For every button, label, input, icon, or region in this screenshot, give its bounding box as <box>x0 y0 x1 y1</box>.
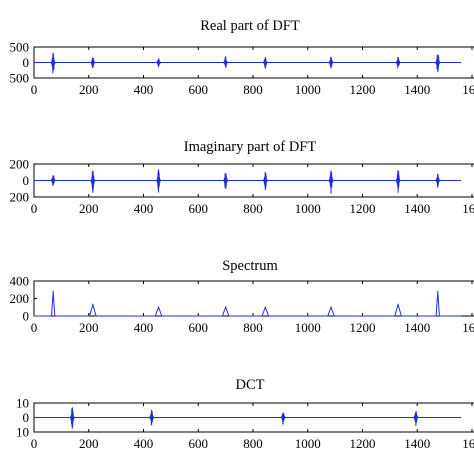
x-tick-label: 800 <box>243 201 263 216</box>
spectrum-peak <box>157 306 160 308</box>
x-tick-label: 1000 <box>295 436 321 451</box>
signal-burst <box>395 57 401 69</box>
signal-burst <box>328 56 334 69</box>
y-tick-label: 200 <box>10 291 30 306</box>
spectrum-peak <box>330 306 332 308</box>
chart-title-4: DCT <box>236 377 265 393</box>
x-tick-label: 200 <box>79 436 99 451</box>
x-tick-label: 1200 <box>350 436 376 451</box>
x-tick-label: 1400 <box>404 320 430 335</box>
y-tick-label: 0 <box>23 55 30 70</box>
x-tick-label: 1200 <box>350 201 376 216</box>
signal-burst <box>50 52 56 74</box>
spectrum-peak <box>437 290 439 293</box>
y-tick-label: 0 <box>23 173 30 188</box>
spectrum-peak <box>264 306 266 308</box>
x-tick-label: 400 <box>134 436 154 451</box>
x-tick-label: 400 <box>134 82 154 97</box>
x-tick-label: 600 <box>189 436 209 451</box>
x-tick-label: 160 <box>462 320 474 335</box>
x-tick-label: 160 <box>462 82 474 97</box>
signal-burst <box>50 175 56 186</box>
chart-title-3: Spectrum <box>222 258 278 274</box>
signal-burst <box>280 412 286 425</box>
signal-burst <box>435 54 441 73</box>
signal-burst <box>155 169 162 193</box>
x-tick-label: 600 <box>189 201 209 216</box>
x-tick-label: 400 <box>134 320 154 335</box>
y-tick-label: 500 <box>10 40 30 55</box>
x-tick-label: 1000 <box>295 82 321 97</box>
spectrum-peak <box>52 290 54 293</box>
chart-panel-1: Real part of DFT 0 200 400 600 800 1000 1200 140… <box>10 18 474 97</box>
y-tick-label: 200 <box>10 157 30 172</box>
x-tick-label: 800 <box>243 320 263 335</box>
x-tick-label: 0 <box>31 320 38 335</box>
chart-panel-4: DCT020040060080010001200140016010010 <box>16 377 474 451</box>
x-tick-label: 1200 <box>350 320 376 335</box>
spectrum-line <box>34 291 462 317</box>
spectrum-peak <box>225 306 227 308</box>
x-tick-label: 600 <box>189 82 209 97</box>
signal-burst <box>328 170 334 194</box>
x-tick-label: 200 <box>79 320 99 335</box>
y-tick-label: 500 <box>10 71 30 86</box>
x-tick-label: 600 <box>189 320 209 335</box>
x-tick-label: 1400 <box>404 436 430 451</box>
y-tick-label: 400 <box>10 274 30 289</box>
chart-title-1: Real part of DFT <box>200 18 300 34</box>
signal-burst <box>156 58 162 67</box>
spectrum-peak <box>92 304 94 306</box>
signal-burst <box>90 57 96 69</box>
x-tick-label: 200 <box>79 82 99 97</box>
y-tick-label: 10 <box>16 425 29 440</box>
signal-burst <box>395 170 401 193</box>
signal-burst <box>223 56 229 68</box>
signal-burst <box>223 173 229 189</box>
chart-panel-3: Spectrum02004006008001000120014001604002… <box>10 258 474 335</box>
x-tick-label: 160 <box>462 436 474 451</box>
x-tick-label: 1000 <box>295 320 321 335</box>
signal-burst <box>149 409 155 426</box>
x-tick-label: 1200 <box>350 82 376 97</box>
y-tick-label: 0 <box>23 410 30 425</box>
signal-burst <box>413 410 419 426</box>
signal-burst <box>69 407 75 429</box>
x-tick-label: 200 <box>79 201 99 216</box>
x-tick-label: 800 <box>243 82 263 97</box>
signal-burst <box>90 170 96 193</box>
y-tick-label: 10 <box>16 396 29 411</box>
chart-title-2: Imaginary part of DFT <box>184 139 317 155</box>
signal-burst <box>435 173 441 188</box>
signal-burst <box>262 57 268 69</box>
y-tick-label: 0 <box>23 309 30 324</box>
x-tick-label: 160 <box>462 201 474 216</box>
axes-frame-3 <box>33 280 474 317</box>
spectrum-peak <box>397 304 399 306</box>
y-tick-label: 200 <box>10 190 30 205</box>
x-tick-label: 0 <box>31 201 38 216</box>
x-tick-label: 1400 <box>404 82 430 97</box>
x-tick-label: 1400 <box>404 201 430 216</box>
x-tick-label: 1000 <box>295 201 321 216</box>
x-tick-label: 0 <box>31 82 38 97</box>
signal-burst <box>262 171 268 191</box>
x-tick-label: 400 <box>134 201 154 216</box>
x-tick-label: 0 <box>31 436 38 451</box>
x-tick-label: 800 <box>243 436 263 451</box>
